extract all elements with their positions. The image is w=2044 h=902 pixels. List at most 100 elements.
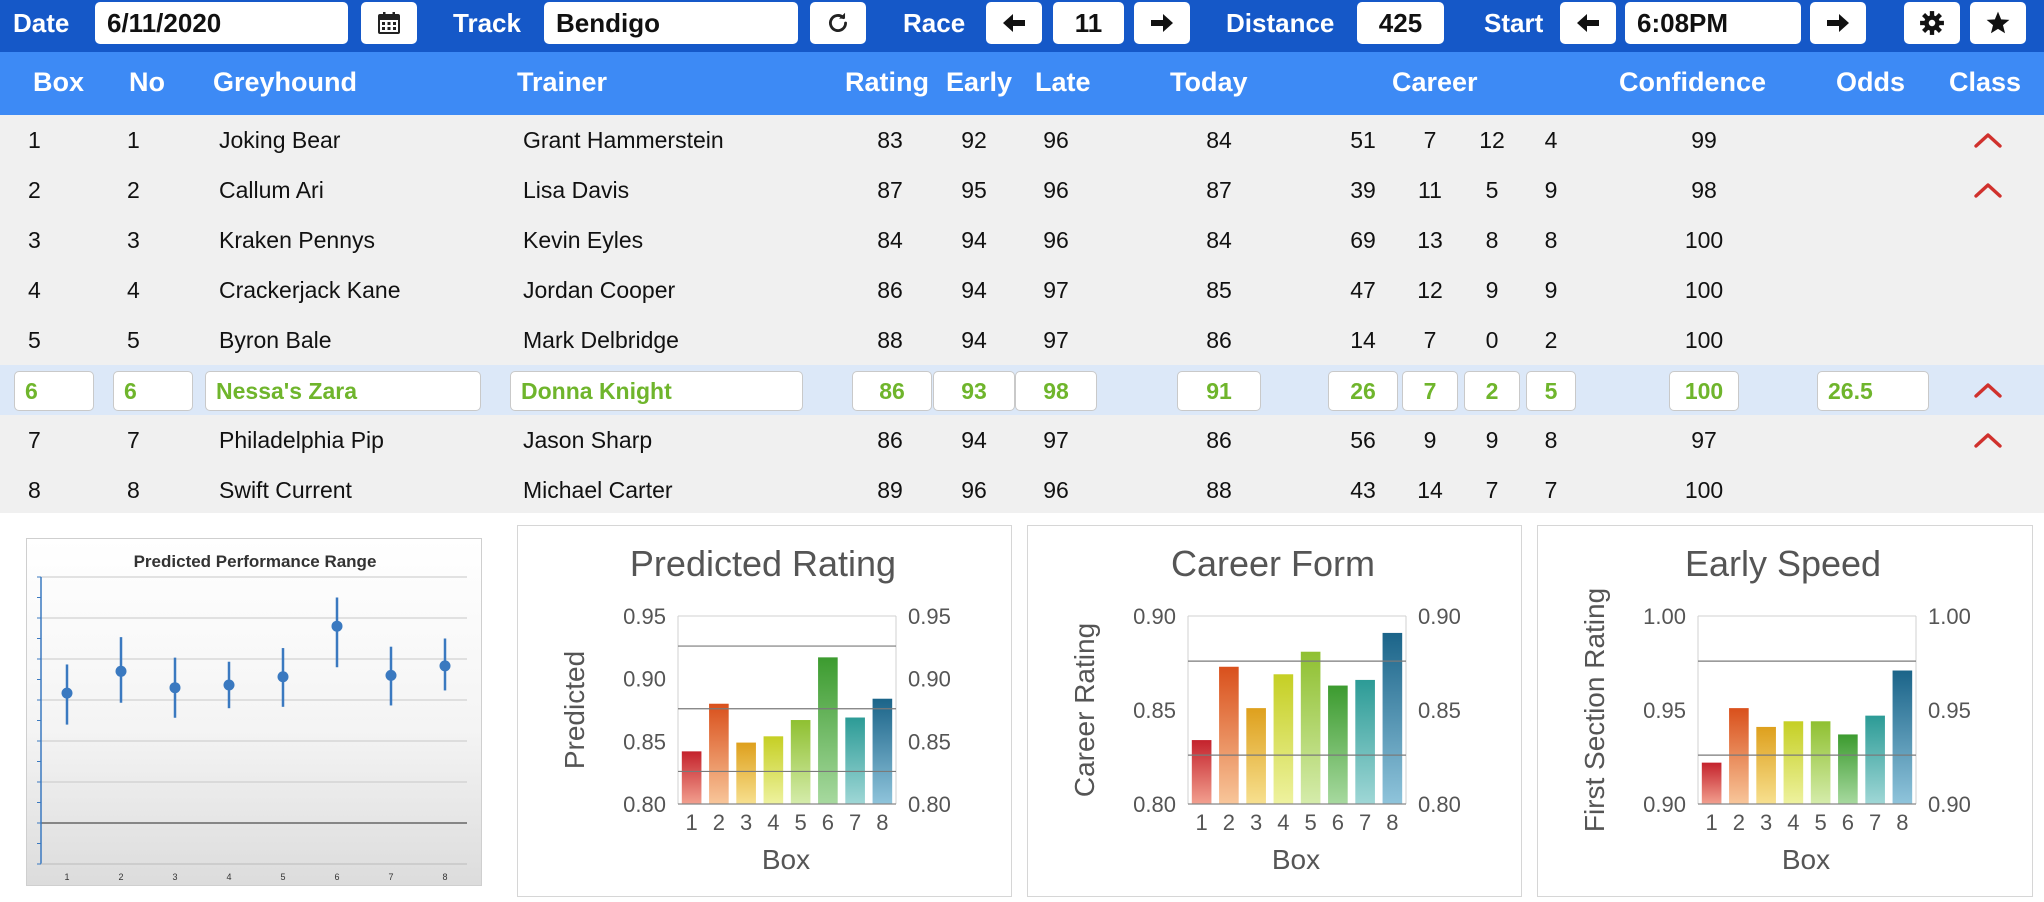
cell-c1: 39: [1350, 177, 1376, 203]
race-number-input[interactable]: 11: [1053, 2, 1124, 44]
table-row[interactable]: 8 8 Swift Current Michael Carter 89 96 96 88 43 1…: [0, 465, 2044, 515]
bar-box-6: [1838, 734, 1858, 804]
cell-no: 3: [127, 227, 140, 253]
arrow-left-icon: [1003, 14, 1025, 32]
cell-box: 8: [28, 477, 41, 503]
cell-confidence[interactable]: 100: [1669, 371, 1739, 411]
x-axis-label: Box: [762, 844, 810, 875]
header-odds[interactable]: Odds: [1836, 67, 1906, 97]
cell-late[interactable]: 98: [1015, 371, 1097, 411]
cell-c1: 69: [1350, 227, 1376, 253]
x-tick-label: 2: [1733, 810, 1745, 835]
track-input[interactable]: Bendigo: [544, 2, 798, 44]
ppr-x-tick-label: 5: [280, 872, 285, 882]
cell-greyhound: Philadelphia Pip: [219, 427, 384, 453]
cell-no[interactable]: 6: [113, 371, 193, 411]
bar-box-7: [1355, 679, 1375, 804]
header-confidence[interactable]: Confidence: [1619, 67, 1767, 97]
refresh-button[interactable]: [810, 2, 866, 44]
cell-early[interactable]: 93: [933, 371, 1015, 411]
cell-confidence: 97: [1691, 427, 1717, 453]
cell-trainer[interactable]: Donna Knight: [510, 371, 803, 411]
bar-box-8: [872, 698, 893, 804]
date-input[interactable]: 6/11/2020: [95, 2, 348, 44]
table-row[interactable]: 2 2 Callum Ari Lisa Davis 87 95 96 87 39 11 5 9 98: [0, 165, 2044, 215]
cell-c2[interactable]: 7: [1402, 371, 1458, 411]
bar-box-3: [1756, 726, 1776, 804]
cell-today[interactable]: 91: [1177, 371, 1261, 411]
cell-trainer: Jason Sharp: [523, 427, 653, 453]
distance-input[interactable]: 425: [1357, 2, 1444, 44]
start-time-input[interactable]: 6:08PM: [1625, 2, 1801, 44]
cell-c2: 13: [1417, 227, 1443, 253]
start-prev-button[interactable]: [1560, 2, 1616, 44]
header-class[interactable]: Class: [1949, 67, 2022, 97]
cell-c3: 5: [1485, 177, 1499, 203]
y2-tick-label: 0.90: [1418, 604, 1461, 629]
cell-c4: 9: [1544, 277, 1558, 303]
cell-early: 96: [961, 477, 987, 503]
table-row[interactable]: 5 5 Byron Bale Mark Delbridge 88 94 97 86 14 7 0 2 1…: [0, 315, 2044, 365]
chevron-up-icon: [1974, 183, 2002, 198]
cell-today: 87: [1206, 177, 1232, 203]
y-tick-label: 0.90: [1643, 792, 1686, 817]
cell-rating: 88: [877, 327, 903, 353]
settings-button[interactable]: [1904, 2, 1960, 44]
cell-c3: 7: [1485, 477, 1499, 503]
header-today[interactable]: Today: [1170, 67, 1248, 97]
x-tick-label: 1: [1706, 810, 1718, 835]
cell-c3[interactable]: 2: [1464, 371, 1520, 411]
header-early[interactable]: Early: [946, 67, 1013, 97]
header-no[interactable]: No: [129, 67, 165, 97]
race-prev-button[interactable]: [986, 2, 1042, 44]
x-tick-label: 7: [849, 810, 861, 835]
race-next-button[interactable]: [1134, 2, 1190, 44]
arrow-right-icon: [1151, 14, 1173, 32]
cell-late: 96: [1043, 227, 1069, 253]
bar-box-5: [1810, 721, 1831, 804]
y2-tick-label: 0.90: [1928, 792, 1971, 817]
cell-confidence: 98: [1691, 177, 1717, 203]
table-row[interactable]: 3 3 Kraken Pennys Kevin Eyles 84 94 96 84 69 13 8 8…: [0, 215, 2044, 265]
cell-no: 7: [127, 427, 140, 453]
header-rating[interactable]: Rating: [845, 67, 929, 97]
ppr-x-tick-label: 6: [334, 872, 339, 882]
predicted-rating-svg: Predicted Rating 1 2 3 4 5 6 7 8 0.80 0.80 0.85 0.85…: [559, 543, 951, 875]
cell-rating[interactable]: 86: [852, 371, 932, 411]
y-tick-label: 0.95: [1643, 698, 1686, 723]
cell-greyhound[interactable]: Nessa's Zara: [205, 371, 481, 411]
y2-tick-label: 0.85: [1418, 698, 1461, 723]
cell-c3: 12: [1479, 127, 1505, 153]
start-next-button[interactable]: [1810, 2, 1866, 44]
cell-trainer: Michael Carter: [523, 477, 673, 503]
cell-c4[interactable]: 5: [1526, 371, 1576, 411]
cell-early: 94: [961, 427, 987, 453]
favourite-button[interactable]: [1970, 2, 2026, 44]
class-up-indicator: [1973, 179, 2003, 206]
cell-box[interactable]: 6: [14, 371, 94, 411]
cell-c1[interactable]: 26: [1328, 371, 1398, 411]
table-row[interactable]: 7 7 Philadelphia Pip Jason Sharp 86 94 97 86 56 9…: [0, 415, 2044, 465]
header-career[interactable]: Career: [1392, 67, 1478, 97]
cell-c1: 51: [1350, 127, 1376, 153]
header-trainer[interactable]: Trainer: [517, 67, 608, 97]
cell-today: 86: [1206, 427, 1232, 453]
calendar-button[interactable]: [361, 2, 417, 44]
x-tick-label: 5: [1305, 810, 1317, 835]
cell-box: 5: [28, 327, 41, 353]
cell-no: 8: [127, 477, 140, 503]
track-label: Track: [453, 8, 521, 38]
table-row-selected[interactable]: 6 6 Nessa's Zara Donna Knight 86 93 98 91 26 7 2 5 1…: [0, 365, 2044, 415]
header-box[interactable]: Box: [33, 67, 85, 97]
header-greyhound[interactable]: Greyhound: [213, 67, 358, 97]
x-tick-label: 5: [1815, 810, 1827, 835]
cell-odds[interactable]: 26.5: [1817, 371, 1929, 411]
x-tick-label: 5: [795, 810, 807, 835]
cell-box: 1: [28, 127, 41, 153]
x-tick-label: 1: [1196, 810, 1208, 835]
x-tick-label: 3: [1250, 810, 1262, 835]
header-late[interactable]: Late: [1035, 67, 1091, 97]
table-row[interactable]: 4 4 Crackerjack Kane Jordan Cooper 86 94 97 85 4…: [0, 265, 2044, 315]
table-row[interactable]: 1 1 Joking Bear Grant Hammerstein 83 92 96 84 51…: [0, 115, 2044, 165]
y-axis-label: First Section Rating: [1579, 588, 1610, 832]
